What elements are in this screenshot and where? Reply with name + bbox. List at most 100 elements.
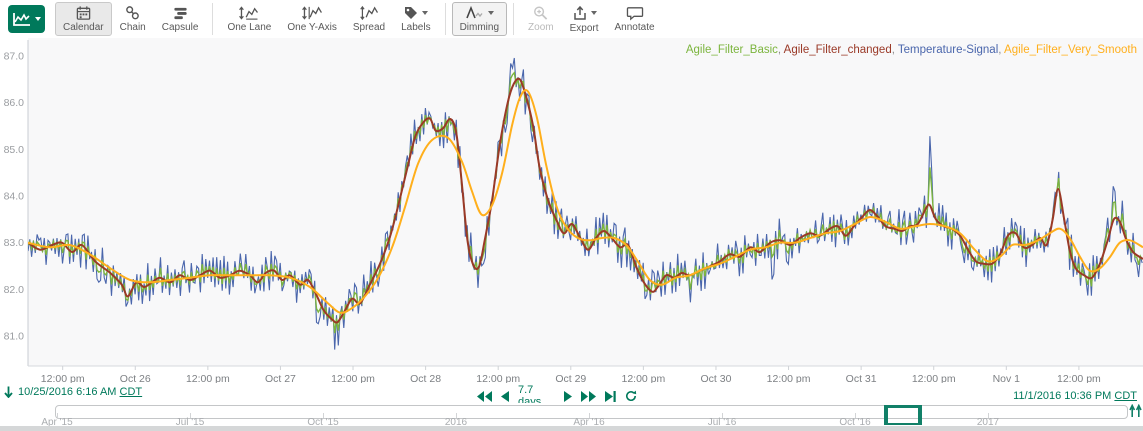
bottom-panel-edge [0, 426, 1143, 431]
x-tick-label: Oct 27 [265, 373, 296, 383]
expand-range-button[interactable] [1129, 403, 1142, 424]
plot-background[interactable] [28, 38, 1143, 366]
trend-view-dropdown-button[interactable] [8, 5, 45, 33]
dimming-button-label: Dimming [459, 22, 500, 33]
one-lane-icon [239, 6, 259, 20]
trend-icon [13, 13, 30, 26]
handle-left-grip[interactable] [884, 405, 888, 425]
timebar-tick [722, 413, 723, 418]
timebar-label: Apr '16 [573, 417, 605, 428]
x-tick-label: 12:00 pm [621, 373, 665, 383]
timebar-label: Apr '15 [41, 417, 73, 428]
dimming-button[interactable]: Dimming [451, 2, 508, 36]
chevron-down-icon [590, 11, 597, 15]
down-arrow-icon [4, 386, 13, 398]
annotate-bubble-icon [626, 7, 643, 21]
x-tick-label: 12:00 pm [767, 373, 811, 383]
chain-button[interactable]: Chain [112, 2, 154, 36]
series-agile-filter-very-smooth-line[interactable] [28, 88, 1143, 314]
legend-item[interactable]: Agile_Filter_changed [783, 44, 892, 56]
y-tick-label: 86.0 [4, 97, 25, 109]
timebar-tick [57, 413, 58, 418]
display-range-end[interactable]: 11/1/2016 10:36 PM CDT [1013, 386, 1137, 404]
legend-separator: , [891, 44, 898, 56]
y-tick-label: 83.0 [4, 237, 25, 249]
timebar-label: 2017 [976, 417, 1000, 428]
labels-button-label: Labels [401, 22, 431, 33]
toolbar-separator [444, 3, 446, 35]
trend-chart[interactable]: 87.0 86.0 85.0 84.0 83.0 82.0 81.0 12:00 pm Oct … [0, 38, 1143, 385]
x-tick-label: Nov 1 [993, 373, 1021, 383]
toolbar-separator [212, 3, 214, 35]
one-lane-button[interactable]: One Lane [219, 2, 279, 36]
zoom-magnifier-icon [534, 6, 548, 20]
capsule-icon [173, 7, 187, 20]
y-tick-label: 87.0 [4, 51, 25, 63]
handle-right-grip[interactable] [918, 405, 922, 425]
step-back-fast-button[interactable] [477, 390, 492, 402]
y-axis-gutter [0, 38, 28, 383]
x-tick-label: 12:00 pm [476, 373, 520, 383]
step-back-button[interactable] [501, 390, 509, 402]
export-icon [573, 5, 586, 20]
chevron-down-icon [35, 17, 41, 21]
one-y-axis-button-label: One Y-Axis [287, 22, 337, 33]
timebar-tick [988, 413, 989, 418]
timebar-label: Jul '16 [707, 417, 737, 428]
export-button-label: Export [569, 22, 599, 34]
chevron-down-icon [422, 11, 429, 15]
display-range-start[interactable]: 10/25/2016 6:16 AM CDT [4, 386, 142, 398]
spread-button[interactable]: Spread [345, 2, 393, 36]
x-tick-label: 12:00 pm [41, 373, 85, 383]
capsule-button[interactable]: Capsule [154, 2, 207, 36]
handle-bottom-rail [888, 422, 918, 425]
x-tick-label: Oct 30 [700, 373, 731, 383]
x-tick-label: Oct 26 [120, 373, 151, 383]
y-tick-label: 81.0 [4, 331, 25, 343]
timezone-link[interactable]: CDT [119, 386, 143, 398]
chain-icon [126, 6, 140, 20]
trend-chart-area[interactable]: Agile_Filter_Basic, Agile_Filter_changed… [0, 38, 1143, 385]
range-start-label[interactable]: 10/25/2016 6:16 AM CDT [18, 386, 143, 398]
timebar-tick [589, 413, 590, 418]
range-end-label[interactable]: 11/1/2016 10:36 PM CDT [1013, 390, 1137, 402]
legend-item[interactable]: Temperature-Signal [897, 44, 999, 56]
timebar-tick [190, 413, 191, 418]
one-y-axis-button[interactable]: One Y-Axis [279, 2, 344, 36]
series-agile-filter-changed-line[interactable] [28, 77, 1143, 324]
timezone-link[interactable]: CDT [1114, 390, 1137, 402]
calendar-button[interactable]: Calendar [55, 2, 112, 36]
annotate-button[interactable]: Annotate [607, 2, 663, 36]
y-tick-label: 84.0 [4, 191, 25, 203]
toolbar-separator [513, 3, 515, 35]
legend-item[interactable]: Agile_Filter_Basic [685, 44, 778, 56]
y-tick-label: 82.0 [4, 284, 25, 296]
x-tick-label: 12:00 pm [331, 373, 375, 383]
chart-legend: Agile_Filter_Basic, Agile_Filter_changed… [686, 44, 1137, 56]
handle-top-rail [888, 405, 918, 408]
timebar-label: Jul '15 [175, 417, 205, 428]
calendar-button-label: Calendar [63, 22, 104, 33]
timebar-label: Oct '16 [839, 417, 871, 428]
export-button[interactable]: Export [562, 2, 607, 36]
investigate-timebar: Apr '15 Jul '15 Oct '15 2016 Apr '16 Jul '16 O… [0, 403, 1143, 428]
display-range-footer: 10/25/2016 6:16 AM CDT 7.7 days [0, 383, 1143, 408]
x-tick-label: 12:00 pm [186, 373, 230, 383]
calendar-icon [76, 6, 91, 20]
step-forward-button[interactable] [564, 390, 572, 402]
step-forward-fast-button[interactable] [581, 390, 596, 402]
legend-separator: , [777, 44, 784, 56]
chain-button-label: Chain [119, 22, 146, 33]
step-to-end-button[interactable] [605, 390, 616, 402]
x-tick-label: Oct 28 [410, 373, 441, 383]
labels-button[interactable]: Labels [393, 2, 438, 36]
timebar-selection-handle[interactable] [884, 405, 922, 425]
y-tick-label: 85.0 [4, 144, 25, 156]
x-tick-label: 12:00 pm [912, 373, 956, 383]
refresh-button[interactable] [625, 390, 637, 402]
legend-item[interactable]: Agile_Filter_Very_Smooth [1004, 44, 1137, 56]
labels-tag-icon [405, 7, 418, 19]
x-tick-label: 12:00 pm [1057, 373, 1101, 383]
x-tick-label: Oct 31 [846, 373, 877, 383]
